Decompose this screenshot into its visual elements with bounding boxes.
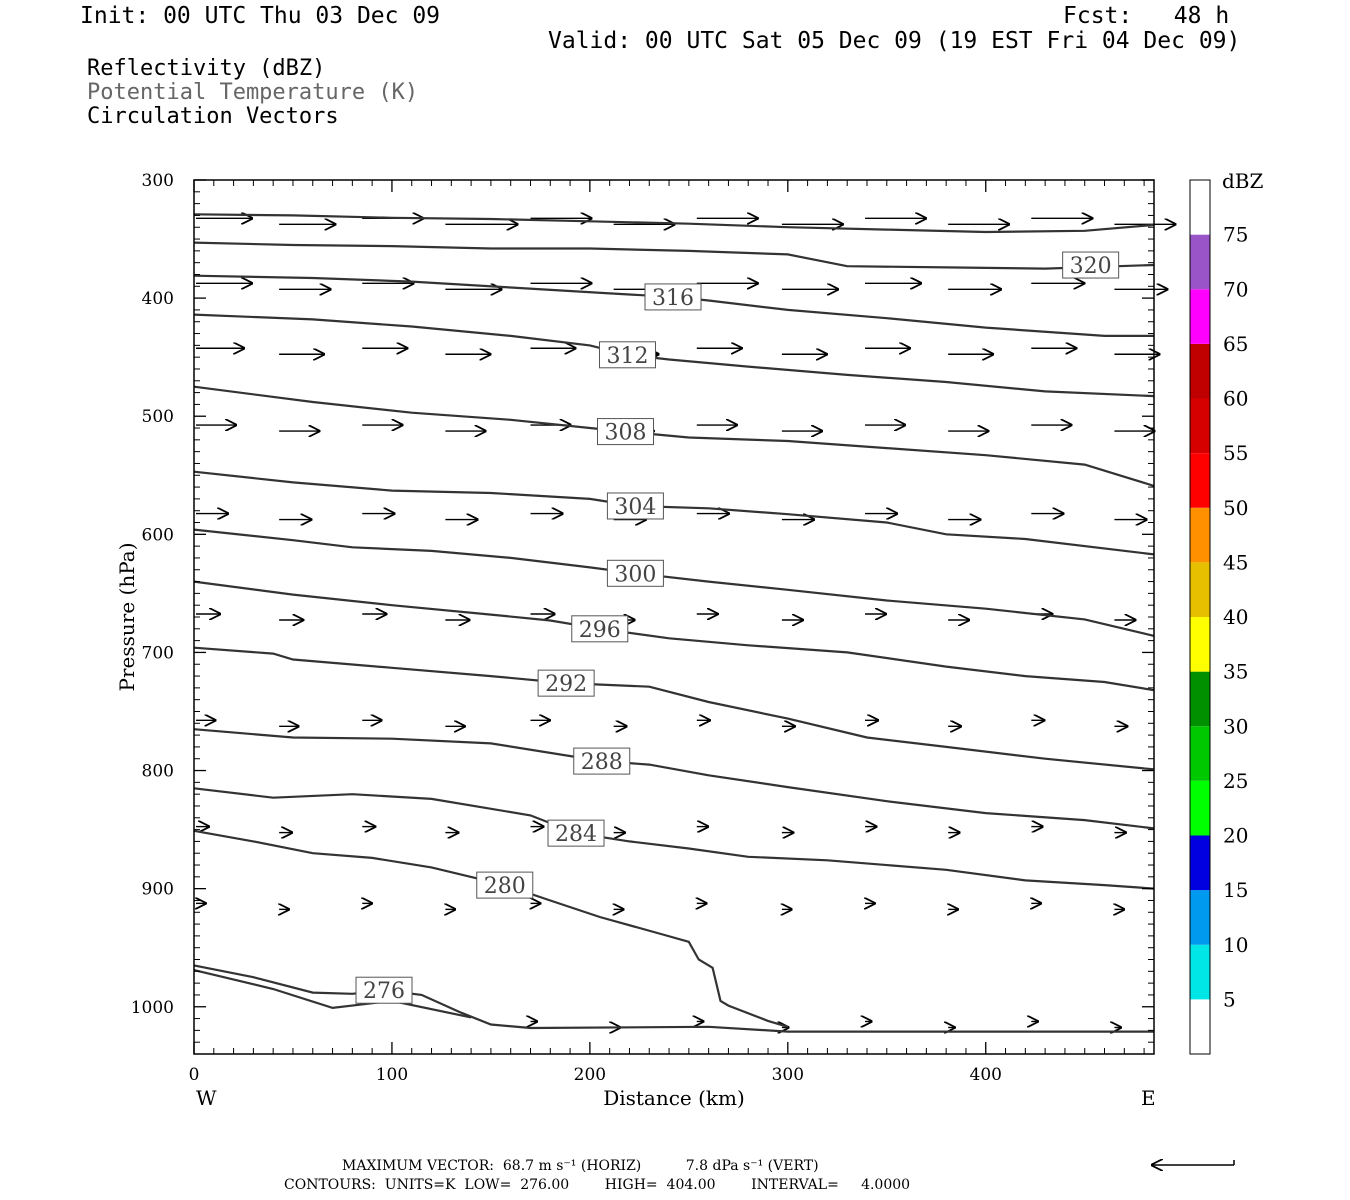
- contour-label-316: 316: [644, 283, 702, 311]
- colorbar-label: 10: [1223, 933, 1248, 957]
- colorbar-bin: [1190, 343, 1210, 399]
- x-tick-label: 300: [772, 1065, 804, 1085]
- plot-frame: [193, 179, 1155, 1055]
- contour-label-300: 300: [606, 559, 664, 587]
- colorbar-bin: [1190, 780, 1210, 836]
- reference-vector-arrow: [1152, 1160, 1235, 1165]
- y-tick-label: 900: [142, 880, 174, 900]
- y-tick-label: 300: [142, 171, 174, 191]
- y-tick-label: 400: [142, 289, 174, 309]
- colorbar-label: 70: [1223, 277, 1248, 301]
- contour-label-text: 284: [555, 822, 597, 847]
- colorbar-label: 35: [1223, 660, 1248, 684]
- x-end-label-east: E: [1141, 1086, 1156, 1110]
- colorbar-label: 5: [1223, 987, 1236, 1011]
- theta-contour-312: [193, 313, 1155, 398]
- legend-potential-temperature: Potential Temperature (K): [87, 80, 419, 105]
- contour-label-text: 280: [484, 874, 526, 899]
- contour-label-284: 284: [547, 819, 605, 847]
- theta-contour-280: [193, 829, 789, 1028]
- theta-contour-300: [193, 528, 1155, 637]
- colorbar-bin: [1190, 999, 1210, 1054]
- contour-label-text: 320: [1070, 254, 1112, 279]
- contour-label-304: 304: [606, 492, 664, 520]
- colorbar-unit: dBZ: [1222, 169, 1264, 193]
- contour-label-280: 280: [476, 871, 534, 899]
- theta-contour-284: [193, 787, 1155, 890]
- theta-contour-308: [193, 385, 1155, 487]
- x-tick-label: 100: [376, 1065, 408, 1085]
- colorbar-label: 65: [1223, 332, 1248, 356]
- colorbar-label: 15: [1223, 878, 1248, 902]
- theta-contour-276: [193, 964, 1154, 1033]
- colorbar-bin: [1190, 507, 1210, 563]
- contour-label-text: 316: [652, 286, 694, 311]
- theta-contour-304: [193, 470, 1155, 556]
- colorbar-label: 45: [1223, 550, 1248, 574]
- x-end-label-west: W: [196, 1086, 217, 1110]
- contour-label-text: 304: [614, 495, 656, 520]
- y-tick-label: 500: [142, 407, 174, 427]
- contour-label-308: 308: [597, 418, 655, 446]
- contour-label-text: 296: [579, 618, 621, 643]
- colorbar-bin: [1190, 562, 1210, 617]
- y-tick-label: 800: [142, 762, 174, 782]
- colorbar-bin: [1190, 671, 1210, 727]
- theta-contour-288: [193, 728, 1155, 830]
- colorbar-bin: [1190, 398, 1210, 454]
- contour-label-text: 300: [614, 562, 656, 587]
- x-tick-label: 0: [189, 1065, 200, 1085]
- init-time: Init: 00 UTC Thu 03 Dec 09: [80, 3, 441, 29]
- colorbar-label: 20: [1223, 824, 1248, 848]
- footer-max-vector: MAXIMUM VECTOR: 68.7 m s⁻¹ (HORIZ) 7.8 d…: [342, 1158, 819, 1174]
- colorbar-label: 25: [1223, 769, 1248, 793]
- contour-label-320: 320: [1062, 251, 1120, 279]
- footer-contours: CONTOURS: UNITS=K LOW= 276.00 HIGH= 404.…: [284, 1177, 911, 1193]
- colorbar-frame: [1189, 179, 1211, 1055]
- legend-reflectivity: Reflectivity (dBZ): [87, 56, 326, 81]
- theta-contour-unlabeled-1: [193, 241, 1155, 270]
- contour-label-276: 276: [355, 976, 413, 1004]
- valid-time: Valid: 00 UTC Sat 05 Dec 09 (19 EST Fri …: [548, 28, 1241, 54]
- x-tick-label: 200: [574, 1065, 606, 1085]
- forecast-hour: Fcst: 48 h: [1063, 3, 1230, 29]
- theta-contour-unlabeled-13: [193, 969, 472, 1019]
- colorbar-bin: [1190, 944, 1210, 1000]
- colorbar-bin: [1190, 180, 1210, 235]
- colorbar-bin: [1190, 289, 1210, 344]
- contour-label-text: 292: [545, 672, 587, 697]
- contour-label-text: 288: [581, 750, 623, 775]
- contour-label-text: 308: [605, 421, 647, 446]
- legend-circulation-vectors: Circulation Vectors: [87, 104, 339, 129]
- colorbar-bin: [1190, 234, 1210, 290]
- colorbar-bin: [1190, 726, 1210, 781]
- contour-label-292: 292: [537, 669, 595, 697]
- colorbar-bin: [1190, 617, 1210, 672]
- colorbar-bin: [1190, 890, 1210, 945]
- colorbar-bin: [1190, 835, 1210, 891]
- colorbar-bin: [1190, 453, 1210, 508]
- contour-label-text: 276: [363, 979, 405, 1004]
- colorbar-label: 40: [1223, 605, 1248, 629]
- colorbar-label: 50: [1223, 496, 1248, 520]
- colorbar-label: 55: [1223, 441, 1248, 465]
- colorbar-label: 75: [1223, 223, 1248, 247]
- theta-contour-296: [193, 580, 1155, 692]
- contour-label-312: 312: [598, 341, 656, 369]
- theta-contour-320: [193, 213, 1155, 234]
- x-axis-label: Distance (km): [603, 1086, 745, 1110]
- y-axis-label: Pressure (hPa): [115, 543, 139, 692]
- x-tick-label: 400: [970, 1065, 1002, 1085]
- theta-contour-292: [193, 646, 1155, 771]
- y-tick-label: 1000: [131, 998, 174, 1018]
- contour-label-288: 288: [573, 747, 631, 775]
- y-tick-label: 600: [142, 525, 174, 545]
- y-tick-label: 700: [142, 643, 174, 663]
- contour-label-text: 312: [606, 344, 648, 369]
- colorbar-label: 30: [1223, 714, 1248, 738]
- contour-label-296: 296: [571, 615, 629, 643]
- colorbar-label: 60: [1223, 387, 1248, 411]
